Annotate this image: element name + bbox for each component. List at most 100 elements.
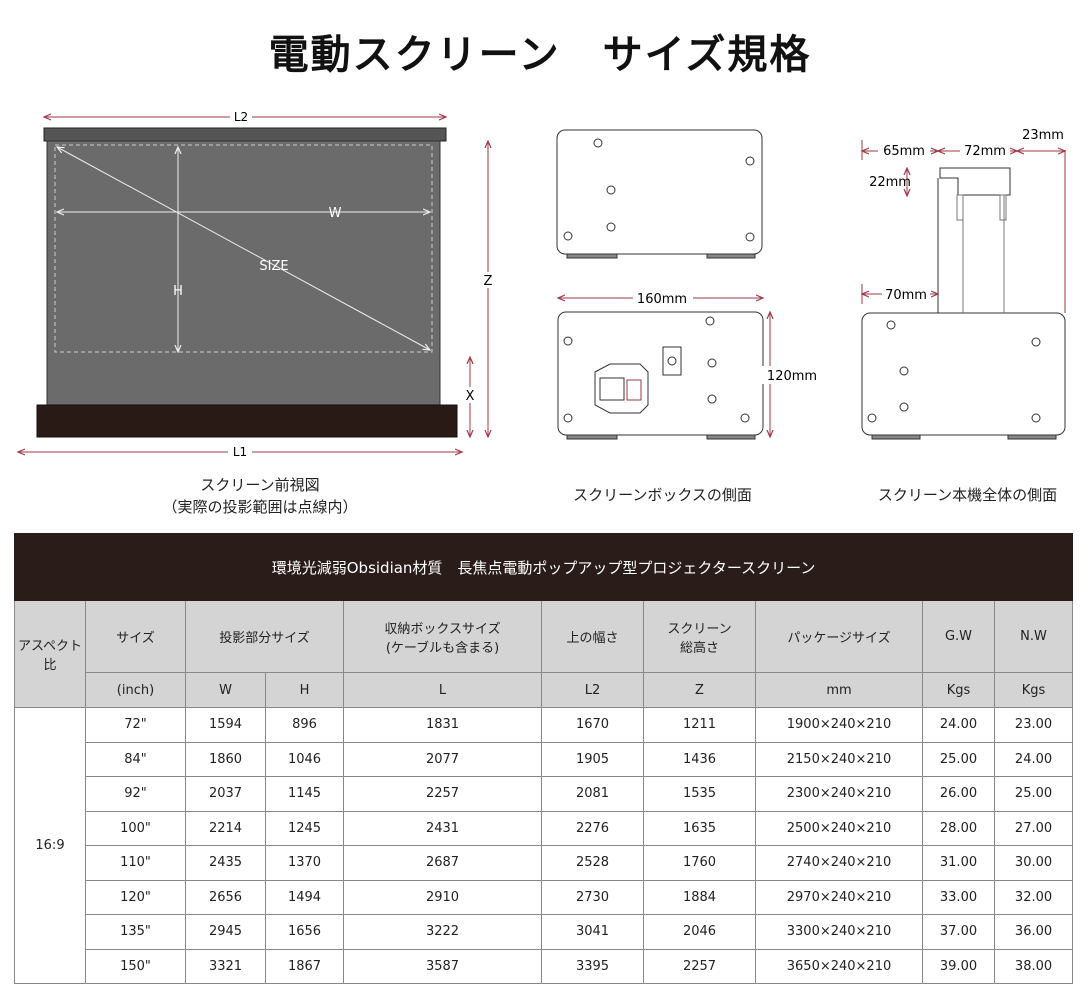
subheader-cell: L <box>343 672 542 708</box>
table-cell: 2046 <box>643 914 756 950</box>
table-cell: 135" <box>85 914 186 950</box>
table-row: 100" 2214 1245 2431 2276 1635 2500×240×210 28.0… <box>15 810 1074 846</box>
header-box-line2: (ケーブルも含まる) <box>385 640 500 656</box>
subheader-cell: mm <box>755 672 923 708</box>
l1-label: L1 <box>233 445 247 459</box>
table-cell: 1635 <box>643 810 756 846</box>
dim-22-label: 22mm <box>869 175 911 190</box>
page-title: 電動スクリーン サイズ規格 <box>268 32 812 78</box>
table-title: 環境光減弱Obsidian材質 長焦点電動ポップアップ型プロジェクタースクリーン <box>13 533 1074 601</box>
table-cell: 1535 <box>643 776 756 812</box>
table-cell: 896 <box>265 707 344 743</box>
table-cell: 3395 <box>541 948 644 984</box>
table-cell: 3041 <box>541 914 644 950</box>
table-row: 120" 2656 1494 2910 2730 1884 2970×240×210 33.0… <box>15 879 1074 915</box>
table-cell: 1145 <box>265 776 344 812</box>
table-cell: 24.00 <box>993 741 1074 777</box>
table-cell: 2431 <box>343 810 542 846</box>
table-cell: 1370 <box>265 845 344 881</box>
table-cell: 3321 <box>185 948 266 984</box>
table-cell: 39.00 <box>922 948 995 984</box>
table-cell: 1046 <box>265 741 344 777</box>
table-cell: 1860 <box>185 741 266 777</box>
table-cell: 27.00 <box>993 810 1074 846</box>
dim-65-label: 65mm <box>883 144 925 159</box>
table-row: 135" 2945 1656 3222 3041 2046 3300×240×210 37.0… <box>15 914 1074 950</box>
table-cell: 32.00 <box>993 879 1074 915</box>
table-cell: 2945 <box>185 914 266 950</box>
table-cell: 1436 <box>643 741 756 777</box>
subheader-cell: H <box>265 672 344 708</box>
dim-72-label: 72mm <box>964 144 1006 159</box>
header-box: 収納ボックスサイズ (ケーブルも含まる) <box>343 600 542 673</box>
table-cell: 23.00 <box>993 707 1074 743</box>
l2-label: L2 <box>234 110 248 124</box>
table-row: 150" 3321 1867 3587 3395 2257 3650×240×210 39.0… <box>15 948 1074 984</box>
table-cell: 1245 <box>265 810 344 846</box>
front-view-caption: スクリーン前視図 <box>200 476 320 494</box>
table-cell: 37.00 <box>922 914 995 950</box>
h-label: H <box>173 284 183 299</box>
table-cell: 26.00 <box>922 776 995 812</box>
table-cell: 1884 <box>643 879 756 915</box>
table-cell: 3650×240×210 <box>755 948 923 984</box>
table-cell: 36.00 <box>993 914 1074 950</box>
table-cell: 2257 <box>643 948 756 984</box>
subheader-cell: Z <box>643 672 756 708</box>
table-cell: 2214 <box>185 810 266 846</box>
table-row: 84" 1860 1046 2077 1905 1436 2150×240×210 25.00… <box>15 741 1074 777</box>
table-cell: 2150×240×210 <box>755 741 923 777</box>
table-cell: 1211 <box>643 707 756 743</box>
dimension-diagrams: W H SIZE L2 L1 Z X 160mm 120mm <box>0 109 1080 459</box>
table-cell: 2435 <box>185 845 266 881</box>
box-side-caption: スクリーンボックスの側面 <box>573 486 752 504</box>
table-cell: 3587 <box>343 948 542 984</box>
z-label: Z <box>484 274 493 289</box>
table-cell: 28.00 <box>922 810 995 846</box>
box-height-label: 120mm <box>767 369 817 384</box>
table-cell: 2077 <box>343 741 542 777</box>
table-cell: 1494 <box>265 879 344 915</box>
header-package: パッケージサイズ <box>755 600 923 673</box>
table-cell: 1656 <box>265 914 344 950</box>
table-cell: 120" <box>85 879 186 915</box>
header-top-width: 上の幅さ <box>541 600 644 673</box>
full-side-caption: スクリーン本機全体の側面 <box>877 486 1058 504</box>
table-cell: 1670 <box>541 707 644 743</box>
header-aspect: アスペクト比 <box>14 600 86 708</box>
table-cell: 3300×240×210 <box>755 914 923 950</box>
dim-70-label: 70mm <box>885 288 927 303</box>
table-cell: 110" <box>85 845 186 881</box>
box-side-view <box>556 129 770 440</box>
table-cell: 72" <box>85 707 186 743</box>
table-cell: 150" <box>85 948 186 984</box>
table-cell: 2037 <box>185 776 266 812</box>
x-label: X <box>466 389 475 404</box>
dim-23-label: 23mm <box>1022 128 1064 143</box>
table-cell: 2740×240×210 <box>755 845 923 881</box>
spec-table: 環境光減弱Obsidian材質 長焦点電動ポップアップ型プロジェクタースクリーン… <box>13 533 1074 984</box>
table-cell: 84" <box>85 741 186 777</box>
table-cell: 92" <box>85 776 186 812</box>
table-cell: 30.00 <box>993 845 1074 881</box>
box-width-label: 160mm <box>637 292 687 307</box>
table-row: 92" 2037 1145 2257 2081 1535 2300×240×210 26.00… <box>15 776 1074 812</box>
table-cell: 25.00 <box>993 776 1074 812</box>
subheader-cell: Kgs <box>922 672 995 708</box>
table-row: 16:9 72" 1594 896 1831 1670 1211 1900×240×210 24… <box>14 707 1074 984</box>
table-cell: 2730 <box>541 879 644 915</box>
table-cell: 2300×240×210 <box>755 776 923 812</box>
table-cell: 2528 <box>541 845 644 881</box>
header-height-line2: 総高さ <box>679 640 719 656</box>
header-height: スクリーン 総高さ <box>643 600 756 673</box>
table-cell: 2257 <box>343 776 542 812</box>
table-cell: 1900×240×210 <box>755 707 923 743</box>
aspect-ratio-cell: 16:9 <box>14 707 86 984</box>
header-gw: G.W <box>922 600 995 673</box>
table-cell: 100" <box>85 810 186 846</box>
table-cell: 3222 <box>343 914 542 950</box>
front-view-note: （実際の投影範囲は点線内） <box>162 498 358 516</box>
table-cell: 2081 <box>541 776 644 812</box>
table-cell: 33.00 <box>922 879 995 915</box>
table-row: 110" 2435 1370 2687 2528 1760 2740×240×210 31.0… <box>15 845 1074 881</box>
